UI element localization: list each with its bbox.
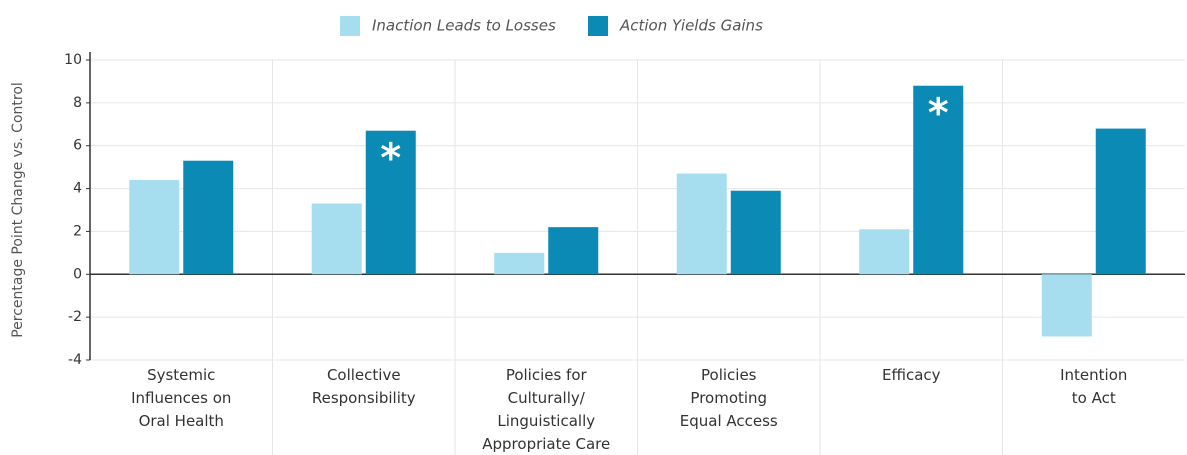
- significance-marker: *: [380, 136, 401, 182]
- y-tick-label: 6: [73, 138, 82, 154]
- legend-swatch: [340, 16, 360, 36]
- y-tick-label: -4: [68, 352, 82, 368]
- significance-marker: *: [928, 91, 949, 137]
- x-tick-label: Efficacy: [882, 366, 941, 384]
- bar: [1095, 128, 1146, 275]
- bar: [365, 130, 416, 275]
- y-tick-label: -2: [68, 309, 82, 325]
- bar: [548, 227, 599, 275]
- x-tick-label: Collective Responsibility: [312, 366, 416, 407]
- y-tick-label: 8: [73, 95, 82, 111]
- bar: [183, 160, 234, 275]
- y-tick-label: 10: [64, 52, 82, 68]
- legend-label: Action Yields Gains: [619, 17, 763, 35]
- legend-swatch: [588, 16, 608, 36]
- y-tick-label: 4: [73, 181, 82, 197]
- x-tick-label: Policies for Culturally/Linguistically App…: [482, 366, 610, 453]
- y-axis-label: Percentage Point Change vs. Control: [10, 82, 26, 338]
- x-tick-label: Systemic Influences on Oral Health: [131, 366, 231, 430]
- x-tick-label: Intention to Act: [1060, 366, 1127, 407]
- bar: [129, 180, 180, 275]
- y-tick-label: 2: [73, 223, 82, 239]
- x-tick-label: Policies Promoting Equal Access: [680, 366, 778, 430]
- bar: [859, 229, 910, 275]
- bar: [311, 203, 362, 275]
- bar: [1041, 274, 1092, 337]
- bar: [676, 173, 727, 275]
- bar: [730, 190, 781, 275]
- legend-label: Inaction Leads to Losses: [372, 17, 556, 35]
- bar: [913, 85, 964, 275]
- y-tick-label: 0: [73, 266, 82, 282]
- bar: [494, 252, 545, 275]
